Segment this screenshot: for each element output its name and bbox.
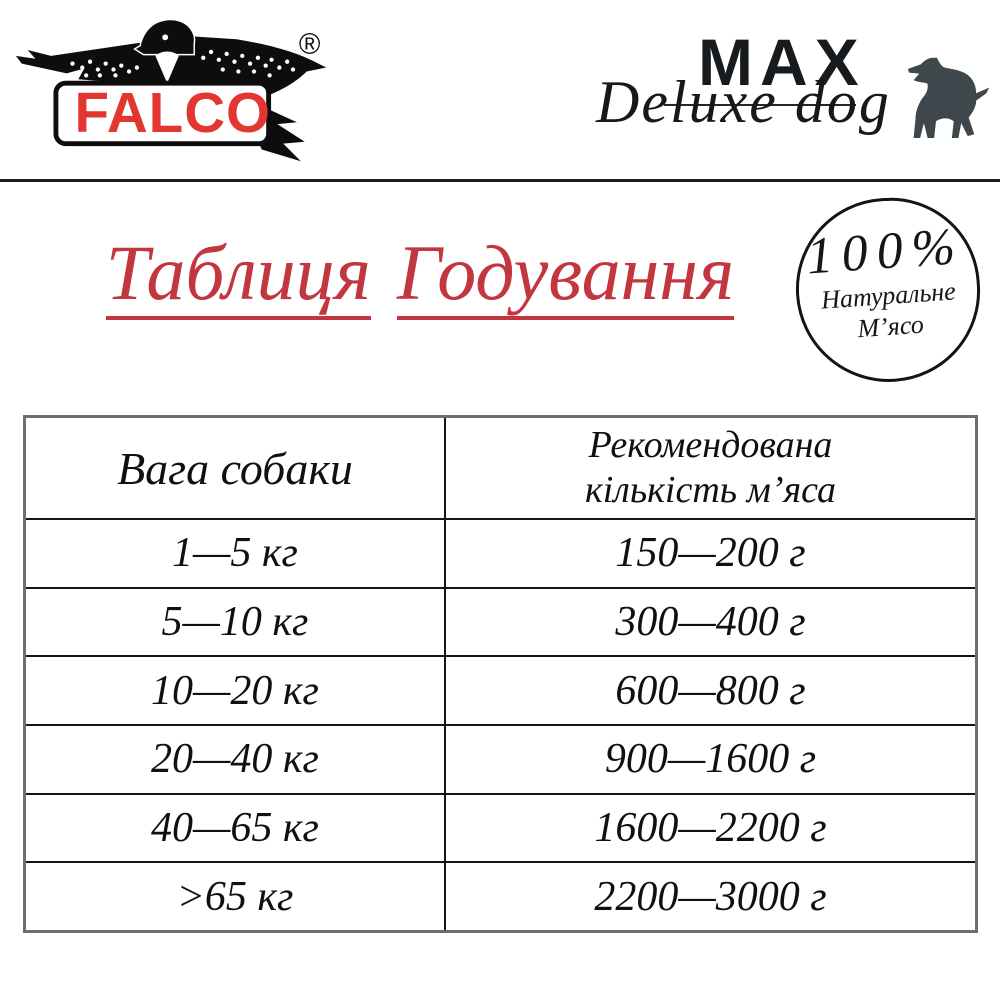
table-row: 2200—3000 г <box>444 861 975 930</box>
meat-value: 900—1600 г <box>604 736 817 783</box>
table-row: 10—20 кг <box>26 655 444 724</box>
table-row: 1600—2200 г <box>444 792 975 862</box>
meat-value: 150—200 г <box>615 530 806 577</box>
weight-value: 5—10 кг <box>161 598 309 645</box>
feeding-table: Вага собаки Рекомендована кількість м’яс… <box>23 415 978 933</box>
table-row: 40—65 кг <box>26 792 444 862</box>
dog-silhouette-icon <box>908 57 990 138</box>
table-header-weight: Вага собаки <box>26 418 444 518</box>
table-row: 900—1600 г <box>444 723 975 793</box>
max-deluxe-logo: MAX Deluxe dog <box>590 20 995 172</box>
title-word-2: Годування <box>396 232 735 320</box>
registered-trademark-icon: ® <box>299 29 321 61</box>
header-meat-line2: кількість м’яса <box>584 469 837 511</box>
table-header-meat: Рекомендована кількість м’яса <box>444 418 975 518</box>
table-row: >65 кг <box>26 861 444 930</box>
weight-value: 10—20 кг <box>151 667 319 714</box>
product-name: MAX <box>698 25 866 99</box>
table-row: 600—800 г <box>444 655 975 724</box>
table-row: 150—200 г <box>444 518 975 587</box>
title-word-1: Таблиця <box>105 232 371 320</box>
falco-brand-text: FALCO <box>74 81 271 144</box>
meat-value: 300—400 г <box>615 598 806 645</box>
meat-value: 600—800 г <box>615 667 806 714</box>
header-divider <box>0 179 1000 182</box>
weight-value: 40—65 кг <box>151 804 319 851</box>
falcon-icon: FALCO ® <box>12 18 331 163</box>
page-title: Таблиця Годування <box>50 232 790 320</box>
table-row: 5—10 кг <box>26 586 444 656</box>
natural-meat-stamp: 100% Натуральне М’ясо <box>789 191 987 389</box>
underline-rule <box>664 104 856 106</box>
product-subtitle: Deluxe dog <box>596 69 891 135</box>
meat-value: 2200—3000 г <box>594 873 827 920</box>
table-row: 300—400 г <box>444 586 975 656</box>
falco-logo: FALCO ® <box>12 6 334 174</box>
meat-value: 1600—2200 г <box>594 804 827 851</box>
weight-value: 1—5 кг <box>172 530 298 577</box>
table-row: 1—5 кг <box>26 518 444 587</box>
header-meat-line1: Рекомендована <box>588 424 833 467</box>
table-row: 20—40 кг <box>26 723 444 793</box>
header-weight-label: Вага собаки <box>117 442 353 494</box>
weight-value: >65 кг <box>176 873 294 920</box>
weight-value: 20—40 кг <box>151 736 319 783</box>
